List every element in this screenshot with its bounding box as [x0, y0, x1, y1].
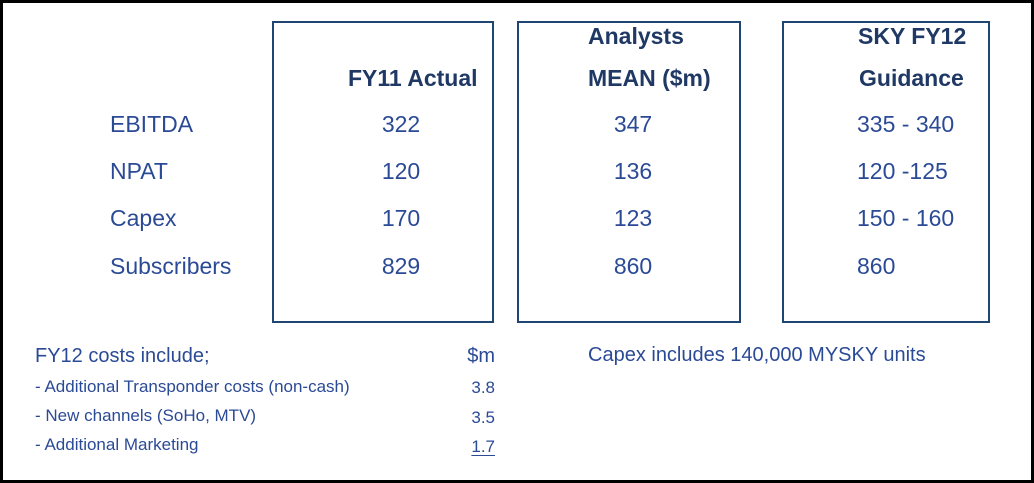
guidance-npat-value: 120 -125 [857, 158, 948, 184]
cost-item-transponder: - Additional Transponder costs (non-cash… [35, 377, 350, 396]
cost-item-marketing: - Additional Marketing [35, 435, 199, 454]
guidance-capex-value: 150 - 160 [857, 205, 955, 231]
analysts-subscribers-value: 860 [613, 253, 653, 279]
fy11-npat-value: 120 [381, 158, 421, 184]
fy11-capex-value: 170 [381, 205, 421, 231]
analysts-capex-value: 123 [613, 205, 653, 231]
cost-value-transponder: 3.8 [471, 378, 495, 397]
guidance-ebitda-value: 335 - 340 [857, 111, 955, 137]
analysts-column-header-line2: MEAN ($m) [588, 65, 711, 91]
analysts-column-box [517, 21, 741, 323]
guidance-column-box [782, 21, 990, 323]
row-label-npat: NPAT [110, 158, 168, 184]
analysts-ebitda-value: 347 [613, 111, 653, 137]
row-label-ebitda: EBITDA [110, 111, 194, 137]
guidance-column-header-line1: SKY FY12 [858, 23, 967, 49]
analysts-npat-value: 136 [613, 158, 653, 184]
guidance-subscribers-value: 860 [857, 253, 896, 279]
cost-item-channels: - New channels (SoHo, MTV) [35, 406, 257, 425]
fy11-subscribers-value: 829 [381, 253, 421, 279]
fy11-column-header: FY11 Actual [348, 65, 478, 91]
cost-value-channels: 3.5 [471, 408, 495, 427]
fy11-column-box [272, 21, 494, 323]
capex-mysky-note: Capex includes 140,000 MYSKY units [588, 344, 926, 366]
row-label-capex: Capex [110, 205, 177, 231]
costs-unit-header: $m [467, 345, 495, 367]
cost-value-marketing: 1.7 [471, 437, 495, 456]
fy11-ebitda-value: 322 [381, 111, 421, 137]
guidance-column-header-line2: Guidance [859, 65, 964, 91]
row-label-subscribers: Subscribers [110, 253, 232, 279]
analysts-column-header-line1: Analysts [588, 23, 684, 49]
fy12-costs-heading: FY12 costs include; [35, 345, 210, 367]
